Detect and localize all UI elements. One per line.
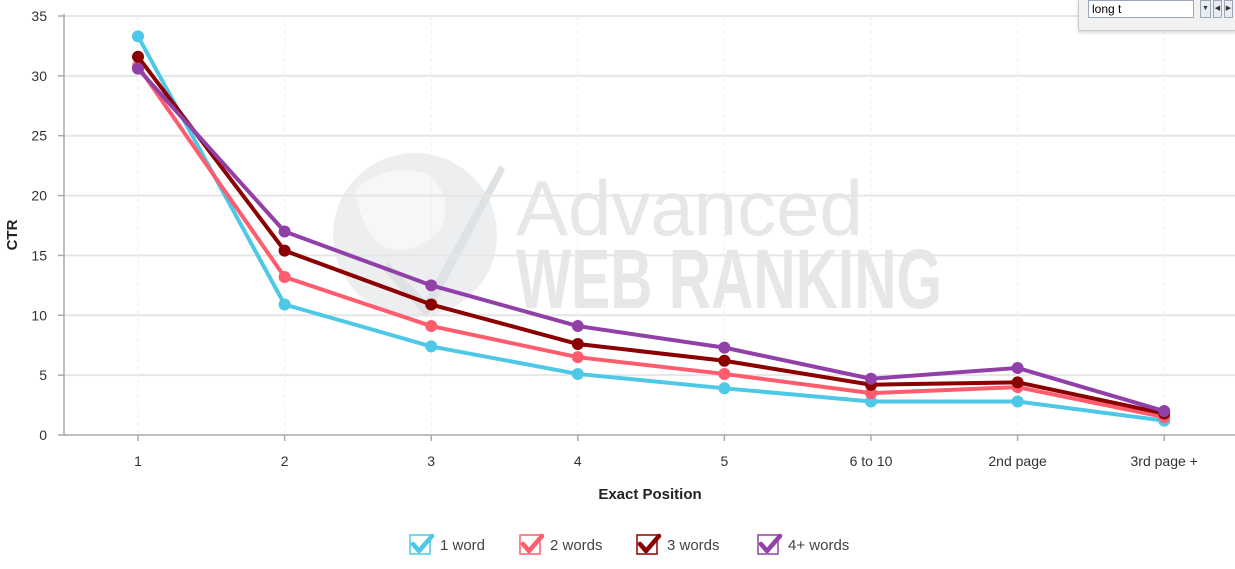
x-tick-label: 1 — [134, 453, 142, 469]
y-tick-label: 35 — [31, 8, 47, 24]
chevron-down-icon[interactable]: ▼ — [1200, 0, 1211, 18]
globe-checkmark-icon — [333, 153, 505, 318]
series-4-words — [132, 62, 1171, 418]
y-tick-label: 15 — [31, 247, 47, 263]
data-point — [1011, 376, 1024, 389]
legend-item: 4+ words — [757, 533, 849, 555]
data-point — [718, 382, 731, 395]
checkmark-icon — [410, 533, 435, 554]
series-filter-widget: ▼ ◀ ▶ — [1078, 0, 1235, 31]
y-tick-label: 10 — [31, 307, 47, 323]
watermark-line1: Advanced — [516, 164, 863, 252]
series-line — [136, 54, 1167, 416]
data-point — [278, 298, 291, 311]
series-layer — [132, 30, 1171, 427]
y-tick-label: 0 — [39, 427, 47, 443]
data-point — [865, 395, 877, 408]
legend-item: 3 words — [636, 533, 720, 555]
data-point — [571, 367, 584, 380]
y-axis-label: CTR — [4, 219, 21, 250]
legend-label: 2 words — [550, 537, 603, 554]
data-point — [132, 62, 144, 75]
data-point — [425, 298, 438, 311]
filter-input[interactable] — [1088, 0, 1194, 18]
data-point — [1011, 361, 1024, 374]
series-line — [136, 64, 1167, 420]
data-point — [425, 279, 438, 292]
y-tick-label: 30 — [31, 68, 47, 84]
data-point — [278, 225, 291, 238]
x-tick-label: 3rd page + — [1131, 453, 1198, 469]
x-tick-label: 3 — [427, 453, 435, 469]
x-tick-label: 6 to 10 — [850, 453, 893, 469]
data-point — [865, 372, 877, 385]
legend-label: 4+ words — [788, 537, 849, 554]
legend-label: 1 word — [440, 537, 485, 554]
data-point — [1158, 405, 1171, 418]
series-line — [136, 66, 1167, 414]
axes — [63, 14, 1235, 436]
y-axis-ticks: 0 5 10 15 20 25 30 35 — [31, 8, 64, 443]
data-point — [425, 340, 438, 353]
data-point — [865, 387, 877, 400]
legend-item: 2 words — [519, 533, 603, 555]
data-point — [132, 30, 144, 43]
x-axis-ticks: 1 2 3 4 5 6 to 10 2nd page 3rd page + — [134, 435, 1198, 469]
checkmark-icon — [637, 533, 662, 554]
x-tick-label: 2 — [281, 453, 289, 469]
data-point — [571, 320, 584, 333]
y-tick-label: 5 — [39, 367, 47, 383]
legend-label: 3 words — [667, 537, 720, 554]
series-line — [136, 34, 1167, 423]
data-point — [278, 244, 291, 257]
watermark-line2: WEB RANKING — [516, 232, 942, 326]
data-point — [571, 351, 584, 364]
data-point — [278, 270, 291, 283]
data-point — [132, 50, 144, 63]
data-point — [571, 338, 584, 351]
series-1-word — [132, 30, 1171, 427]
data-point — [425, 320, 438, 333]
x-axis-label: Exact Position — [598, 486, 701, 503]
data-point — [718, 341, 731, 354]
x-tick-label: 5 — [721, 453, 729, 469]
legend-item: 1 word — [409, 533, 485, 555]
arrow-right-icon[interactable]: ▶ — [1224, 0, 1233, 18]
x-tick-label: 4 — [574, 453, 582, 469]
y-tick-label: 25 — [31, 128, 47, 144]
data-point — [1011, 395, 1024, 408]
grid — [64, 15, 1235, 435]
y-tick-label: 20 — [31, 188, 47, 204]
checkmark-icon — [758, 533, 783, 554]
x-tick-label: 2nd page — [988, 453, 1047, 469]
arrow-left-icon[interactable]: ◀ — [1213, 0, 1222, 18]
legend: 1 word 2 words 3 words 4+ words — [409, 533, 849, 555]
checkmark-icon — [520, 533, 545, 554]
data-point — [718, 354, 731, 367]
data-point — [718, 367, 731, 380]
